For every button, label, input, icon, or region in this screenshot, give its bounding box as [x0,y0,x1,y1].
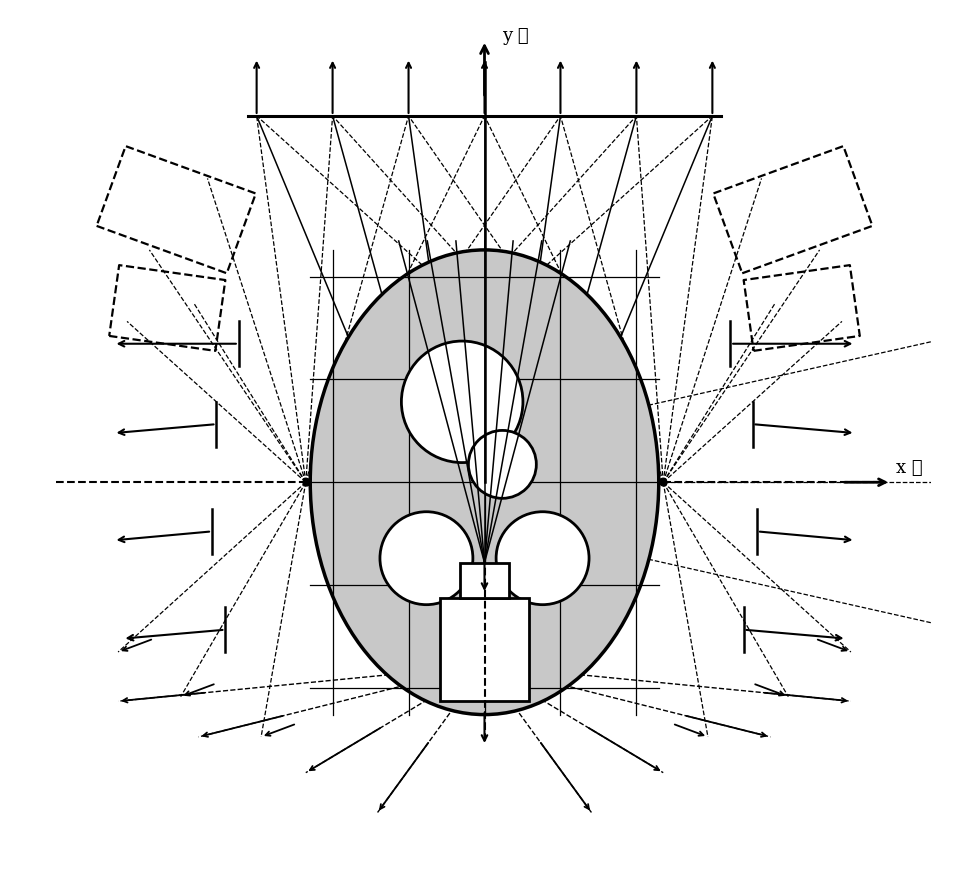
Text: y 轴: y 轴 [502,27,529,45]
Text: x 轴: x 轴 [895,458,922,476]
Circle shape [401,342,523,463]
Circle shape [380,512,473,605]
Bar [460,563,509,599]
Ellipse shape [310,250,659,715]
Circle shape [468,431,536,499]
Bar [440,599,529,702]
Circle shape [496,512,589,605]
